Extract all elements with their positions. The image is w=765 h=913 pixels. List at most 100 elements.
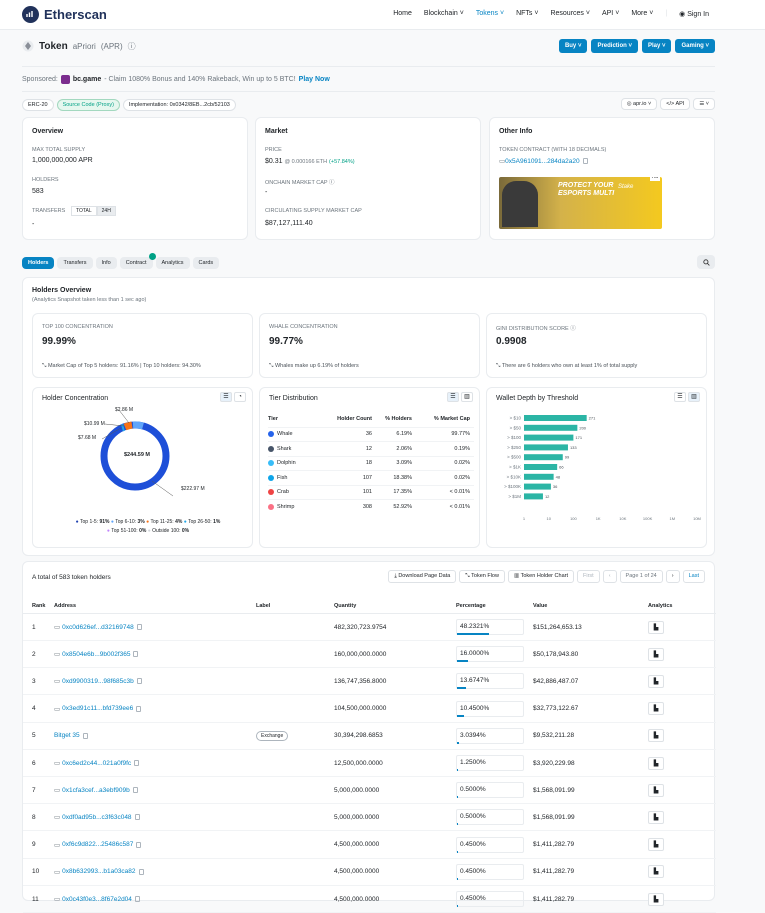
copy-icon[interactable] bbox=[136, 624, 142, 630]
analytics-button[interactable]: ▙ bbox=[648, 674, 664, 688]
col-address: Address bbox=[54, 602, 77, 609]
tab-transfers[interactable]: Transfers bbox=[57, 257, 93, 269]
depth-bar bbox=[524, 473, 554, 480]
copy-icon[interactable] bbox=[133, 651, 139, 658]
address-cell[interactable]: ▭ 0xdf0ad95b...c3f63c048 bbox=[54, 804, 140, 830]
holders-overview-title: Holders Overview bbox=[32, 287, 92, 294]
copy-icon[interactable] bbox=[82, 732, 88, 739]
overview-card: Overview MAX TOTAL SUPPLY 1,000,000,000 … bbox=[22, 117, 248, 240]
percentage-cell: 0.4500% bbox=[456, 886, 524, 912]
depth-value-label: 66 bbox=[559, 465, 564, 470]
prediction-button[interactable]: Prediction ˅ bbox=[591, 39, 638, 53]
sponsor-brand[interactable]: bc.game bbox=[72, 76, 102, 83]
nav-home[interactable]: Home bbox=[393, 10, 412, 17]
analytics-button[interactable]: ▙ bbox=[648, 647, 664, 661]
play-button[interactable]: Play ˅ bbox=[641, 39, 672, 53]
address-cell[interactable]: ▭ 0xd9900319...98f685c3b bbox=[54, 668, 142, 694]
nav-tokens[interactable]: Tokens ˅ bbox=[475, 10, 505, 17]
tier-col-holders: % Holders bbox=[385, 416, 412, 423]
analytics-button[interactable]: ▙ bbox=[648, 892, 664, 906]
next-page-button[interactable]: › bbox=[665, 570, 680, 583]
first-page-button[interactable]: First bbox=[577, 570, 600, 583]
analytics-button[interactable]: ▙ bbox=[648, 838, 664, 852]
prev-page-button[interactable]: ‹ bbox=[602, 570, 617, 583]
overview-title: Overview bbox=[32, 128, 64, 135]
pie-view-icon[interactable]: ◔ bbox=[234, 392, 246, 402]
tab-cards[interactable]: Cards bbox=[192, 257, 220, 269]
analytics-button[interactable]: ▙ bbox=[648, 756, 664, 770]
address-cell[interactable]: ▭ 0x8b632993...b1a03ca82 bbox=[54, 859, 144, 885]
sponsor-cta[interactable]: Play Now bbox=[298, 76, 330, 83]
search-button[interactable] bbox=[697, 255, 715, 269]
copy-icon[interactable] bbox=[582, 158, 588, 164]
copy-icon[interactable] bbox=[132, 787, 138, 794]
address-cell[interactable]: Bitget 35 bbox=[54, 723, 88, 749]
sign-in-link[interactable]: ◉ Sign In bbox=[679, 11, 709, 18]
stake-ad-banner[interactable]: PROTECT YOUR ESPORTS MULTI Stake Ad bbox=[499, 177, 662, 229]
percentage-fill bbox=[457, 850, 459, 853]
source-code-badge[interactable]: Source Code (Proxy) bbox=[56, 99, 120, 111]
chart-view-icon[interactable]: ▥ bbox=[688, 392, 700, 402]
address-cell[interactable]: ▭ 0x1cfa3cef...a3ebf909b bbox=[54, 777, 138, 803]
copy-icon[interactable] bbox=[136, 678, 142, 685]
tab-contract[interactable]: Contract bbox=[119, 253, 156, 269]
contract-address[interactable]: 0x5A961091...284da2a20 bbox=[505, 157, 580, 165]
whale-value: 99.77% bbox=[269, 336, 303, 347]
sponsor-prefix: Sponsored: bbox=[22, 76, 58, 83]
tab-info[interactable]: Info bbox=[95, 257, 117, 269]
transfers-total-tab[interactable]: TOTAL bbox=[71, 206, 97, 216]
copy-icon[interactable] bbox=[134, 760, 140, 766]
nav-nfts[interactable]: NFTs ˅ bbox=[516, 10, 539, 17]
website-button[interactable]: ◎ apr.io ˅ bbox=[620, 98, 658, 110]
exchange-badge[interactable]: Exchange bbox=[256, 730, 289, 741]
analytics-button[interactable]: ▙ bbox=[648, 702, 664, 716]
api-button[interactable]: </> API bbox=[660, 98, 691, 110]
nav-blockchain[interactable]: Blockchain ˅ bbox=[423, 10, 464, 17]
analytics-button[interactable]: ▙ bbox=[648, 729, 664, 743]
download-button[interactable]: ⤓ Download Page Data bbox=[388, 570, 457, 583]
list-view-icon[interactable]: ☰ bbox=[674, 392, 686, 402]
gaming-button[interactable]: Gaming ˅ bbox=[675, 39, 715, 53]
nav-api[interactable]: API ˅ bbox=[601, 10, 620, 17]
address-cell[interactable]: ▭ 0xc6ed2c44...021a0f9fc bbox=[54, 750, 140, 776]
analytics-cell: ▙ bbox=[648, 614, 664, 640]
etherscan-logo[interactable]: Etherscan bbox=[22, 6, 107, 23]
copy-icon[interactable] bbox=[136, 705, 142, 712]
address-cell[interactable]: ▭ 0xc0d626ef...d32169748 bbox=[54, 614, 142, 640]
copy-icon[interactable] bbox=[138, 868, 144, 875]
copy-icon[interactable] bbox=[134, 896, 140, 902]
tab-holders[interactable]: Holders bbox=[22, 257, 55, 269]
chart-view-icon[interactable]: ▥ bbox=[461, 392, 473, 402]
page-indicator: Page 1 of 24 bbox=[619, 570, 663, 583]
analytics-button[interactable]: ▙ bbox=[648, 783, 664, 797]
address-cell[interactable]: ▭ 0x8504e6b...9b002f365 bbox=[54, 641, 139, 667]
token-flow-button[interactable]: ⤡ Token Flow bbox=[459, 570, 505, 583]
analytics-button[interactable]: ▙ bbox=[648, 865, 664, 879]
depth-value-label: 133 bbox=[570, 445, 577, 450]
more-options-button[interactable]: ☰ ˅ bbox=[693, 98, 715, 110]
depth-value-label: 12 bbox=[545, 494, 550, 499]
copy-icon[interactable] bbox=[134, 814, 140, 821]
col-rank: Rank bbox=[32, 602, 46, 609]
other-info-card: Other Info TOKEN CONTRACT (WITH 18 DECIM… bbox=[489, 117, 715, 240]
tab-analytics[interactable]: Analytics bbox=[155, 257, 190, 269]
depth-category-label: > $500 bbox=[507, 455, 521, 460]
depth-value-label: 271 bbox=[589, 416, 596, 421]
holder-chart-button[interactable]: ▥ Token Holder Chart bbox=[507, 570, 574, 583]
list-view-icon[interactable]: ☰ bbox=[220, 392, 232, 402]
percentage-fill bbox=[457, 633, 489, 635]
nav-more[interactable]: More ˅ bbox=[631, 10, 654, 17]
implementation-badge[interactable]: Implementation: 0x0342/8EB...2cb/52103 bbox=[122, 99, 236, 111]
list-view-icon[interactable]: ☰ bbox=[447, 392, 459, 402]
address-cell[interactable]: ▭ 0x3ed91c11...bfd739ee6 bbox=[54, 696, 142, 722]
analytics-button[interactable]: ▙ bbox=[648, 810, 664, 824]
nav-resources[interactable]: Resources ˅ bbox=[550, 10, 590, 17]
last-page-button[interactable]: Last bbox=[682, 570, 705, 583]
holders-label: HOLDERS bbox=[32, 177, 59, 183]
analytics-button[interactable]: ▙ bbox=[648, 620, 664, 634]
address-cell[interactable]: ▭ 0x0c43f0e3...8f67e2d04 bbox=[54, 886, 140, 912]
copy-icon[interactable] bbox=[136, 841, 142, 848]
transfers-24h-tab[interactable]: 24H bbox=[96, 206, 116, 216]
address-cell[interactable]: ▭ 0xf6c9d822...25486c587 bbox=[54, 832, 142, 858]
buy-button[interactable]: Buy ˅ bbox=[558, 39, 588, 53]
